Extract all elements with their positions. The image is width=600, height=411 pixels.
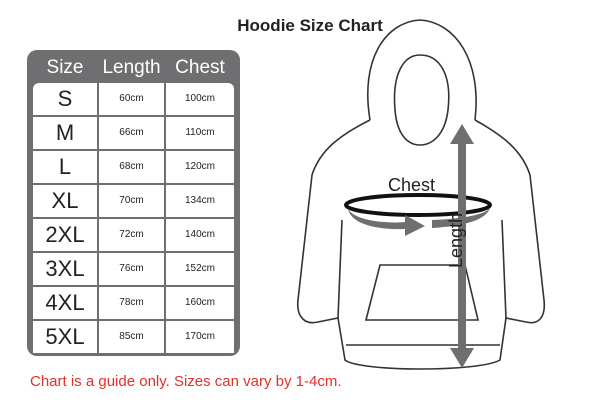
cell-length: 76cm: [99, 253, 164, 285]
cell-chest: 140cm: [166, 219, 234, 251]
cell-size: S: [33, 83, 97, 115]
cell-chest: 100cm: [166, 83, 234, 115]
cell-size: 3XL: [33, 253, 97, 285]
cell-size: 5XL: [33, 321, 97, 353]
length-arrow: [450, 124, 474, 368]
cell-size: L: [33, 151, 97, 183]
table-row: 3XL 76cm 152cm: [33, 253, 234, 285]
table-row: 4XL 78cm 160cm: [33, 287, 234, 319]
cell-size: XL: [33, 185, 97, 217]
cell-length: 66cm: [99, 117, 164, 149]
cell-chest: 152cm: [166, 253, 234, 285]
page-title: Hoodie Size Chart: [237, 16, 383, 35]
length-label: Length: [446, 212, 466, 268]
cell-size: M: [33, 117, 97, 149]
cell-chest: 170cm: [166, 321, 234, 353]
chest-measure-line: [344, 193, 492, 217]
cell-length: 68cm: [99, 151, 164, 183]
header-length: Length: [102, 57, 161, 78]
size-table: Size Length Chest S 60cm 100cm M 66cm 110cm L 6…: [27, 50, 240, 356]
cell-length: 72cm: [99, 219, 164, 251]
cell-length: 85cm: [99, 321, 164, 353]
table-row: S 60cm 100cm: [33, 83, 234, 115]
cell-chest: 160cm: [166, 287, 234, 319]
cell-length: 60cm: [99, 83, 164, 115]
table-row: XL 70cm 134cm: [33, 185, 234, 217]
cell-length: 70cm: [99, 185, 164, 217]
cell-length: 78cm: [99, 287, 164, 319]
cell-size: 2XL: [33, 219, 97, 251]
cell-chest: 134cm: [166, 185, 234, 217]
cell-chest: 120cm: [166, 151, 234, 183]
table-row: M 66cm 110cm: [33, 117, 234, 149]
chest-label: Chest: [388, 175, 436, 195]
hoodie-outline: [296, 19, 546, 370]
header-chest: Chest: [175, 57, 225, 78]
chest-arrow-left: [348, 208, 425, 236]
header-size: Size: [46, 57, 84, 78]
cell-chest: 110cm: [166, 117, 234, 149]
table-row: 5XL 85cm 170cm: [33, 321, 234, 353]
cell-size: 4XL: [33, 287, 97, 319]
table-row: 2XL 72cm 140cm: [33, 219, 234, 251]
table-row: L 68cm 120cm: [33, 151, 234, 183]
footnote: Chart is a guide only. Sizes can vary by…: [30, 373, 342, 390]
